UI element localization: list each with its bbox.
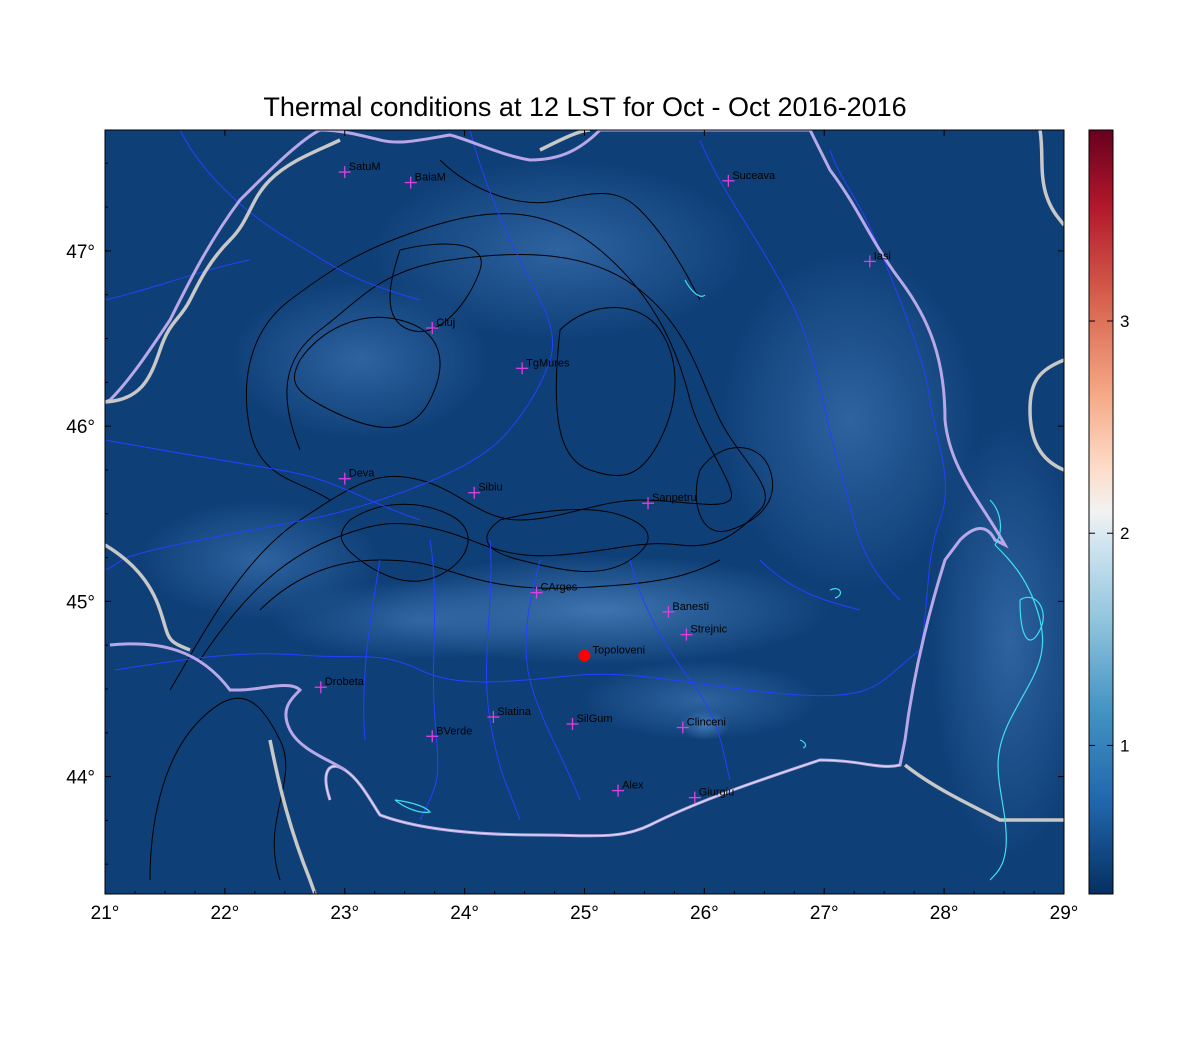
lon-tick-label: 21° xyxy=(91,903,120,924)
lon-tick-label: 28° xyxy=(930,903,959,924)
lon-tick-label: 22° xyxy=(211,903,240,924)
station-label: Alex xyxy=(622,780,644,792)
station-label: Deva xyxy=(349,468,376,480)
warm-anomaly-patches xyxy=(140,160,1064,860)
station-label: Cluj xyxy=(436,317,455,329)
station-marker xyxy=(338,472,351,485)
colorbar-tick-label: 2 xyxy=(1120,524,1129,543)
station-label: Suceava xyxy=(732,170,776,182)
station-label: Iasi xyxy=(874,250,891,262)
station-marker xyxy=(468,486,481,499)
station-marker xyxy=(338,166,351,179)
station-marker xyxy=(688,791,701,804)
lon-tick-label: 29° xyxy=(1050,903,1079,924)
station-label: Strejnic xyxy=(690,624,727,636)
station-marker xyxy=(314,681,327,694)
station-marker xyxy=(487,711,500,724)
colorbar-tick-label: 3 xyxy=(1120,312,1129,331)
target-location-label: Topoloveni xyxy=(593,645,646,657)
station-marker xyxy=(863,255,876,268)
rivers xyxy=(105,130,946,821)
station-label: CArges xyxy=(541,582,578,594)
lon-tick-label: 25° xyxy=(570,903,599,924)
station-marker xyxy=(676,721,689,734)
station-label: BVerde xyxy=(436,725,472,737)
station-label: Slatina xyxy=(497,706,532,718)
station-label: TgMures xyxy=(526,357,570,369)
target-location-marker xyxy=(578,649,591,662)
station-marker xyxy=(516,362,529,375)
map-title: Thermal conditions at 12 LST for Oct - O… xyxy=(263,92,907,122)
station-label: Sibiu xyxy=(478,482,502,494)
station-marker xyxy=(566,718,579,731)
country-borders xyxy=(105,130,1064,894)
colorbar: 1 2 3 xyxy=(1088,129,1129,895)
station-marker xyxy=(530,586,543,599)
station-marker xyxy=(662,605,675,618)
colorbar-tick-label: 1 xyxy=(1120,736,1129,755)
station-marker xyxy=(612,784,625,797)
station-marker xyxy=(404,176,417,189)
lon-tick-label: 23° xyxy=(330,903,359,924)
map-area: SatuM BaiaM Suceava Iasi Cluj TgMures Deva Sibi… xyxy=(105,130,1064,894)
station-marker xyxy=(642,497,655,510)
lat-tick-label: 45° xyxy=(66,592,95,613)
lat-tick-label: 44° xyxy=(66,768,95,789)
lat-tick-label: 47° xyxy=(66,242,95,263)
lon-tick-label: 24° xyxy=(450,903,479,924)
station-label: Sanpetru xyxy=(652,492,697,504)
station-label: Banesti xyxy=(672,601,709,613)
colorbar-scale xyxy=(1088,129,1114,895)
station-marker xyxy=(722,174,735,187)
station-marker xyxy=(426,730,439,743)
station-label: Giurgiu xyxy=(699,787,734,799)
station-label: SilGum xyxy=(577,713,613,725)
stations-layer: SatuM BaiaM Suceava Iasi Cluj TgMures Deva Sibi… xyxy=(314,161,891,804)
lat-tick-label: 46° xyxy=(66,417,95,438)
station-label: Clinceni xyxy=(687,717,726,729)
station-label: SatuM xyxy=(349,161,381,173)
station-label: Drobeta xyxy=(325,676,365,688)
lon-tick-label: 26° xyxy=(690,903,719,924)
station-label: BaiaM xyxy=(415,172,446,184)
colorbar-ticks: 1 2 3 xyxy=(1089,312,1129,755)
lon-tick-label: 27° xyxy=(810,903,839,924)
coastline-lakes xyxy=(394,279,1044,881)
elevation-contours xyxy=(149,159,774,881)
station-marker xyxy=(680,628,693,641)
station-marker xyxy=(426,322,439,335)
axis-ticks: 21° 22° 23° 24° 25° 26° 27° 28° 29° 44° 45° 46° 47° xyxy=(66,130,1078,924)
